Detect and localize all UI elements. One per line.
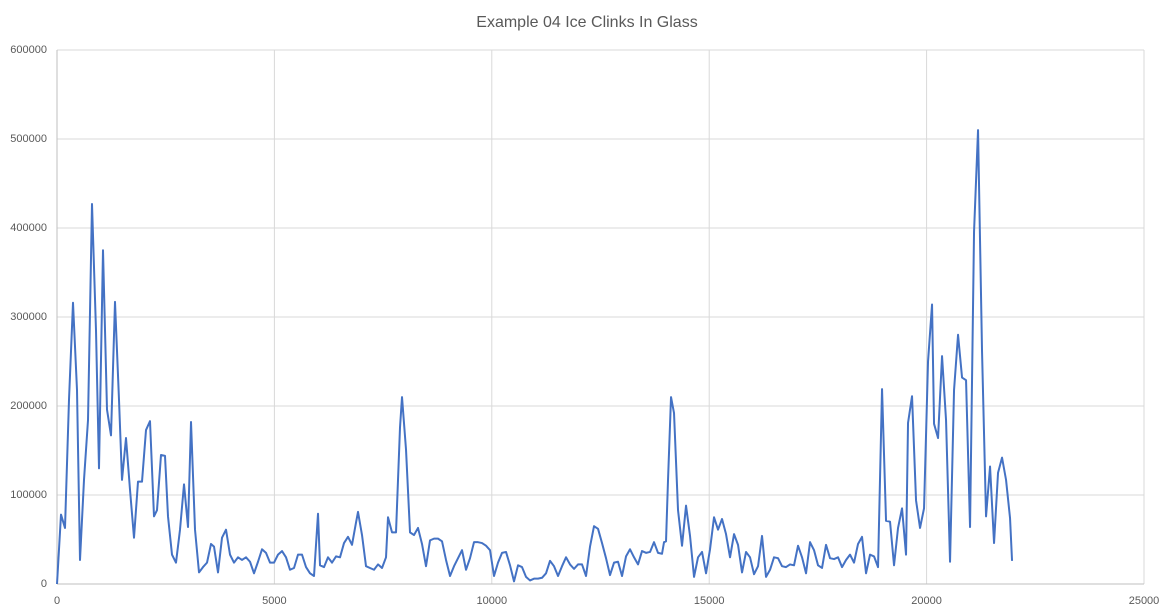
chart-title: Example 04 Ice Clinks In Glass xyxy=(476,14,697,31)
y-tick-label: 100000 xyxy=(10,489,47,501)
y-tick-label: 600000 xyxy=(10,44,47,56)
x-tick-label: 20000 xyxy=(911,595,942,607)
y-tick-label: 0 xyxy=(41,578,47,590)
y-tick-label: 300000 xyxy=(10,311,47,323)
data-line xyxy=(56,129,1014,585)
y-tick-label: 200000 xyxy=(10,400,47,412)
x-tick-label: 0 xyxy=(54,595,60,607)
x-tick-label: 15000 xyxy=(694,595,725,607)
x-tick-label: 25000 xyxy=(1129,595,1160,607)
y-tick-label: 500000 xyxy=(10,133,47,145)
x-tick-label: 10000 xyxy=(477,595,508,607)
x-tick-label: 5000 xyxy=(262,595,286,607)
y-tick-label: 400000 xyxy=(10,222,47,234)
